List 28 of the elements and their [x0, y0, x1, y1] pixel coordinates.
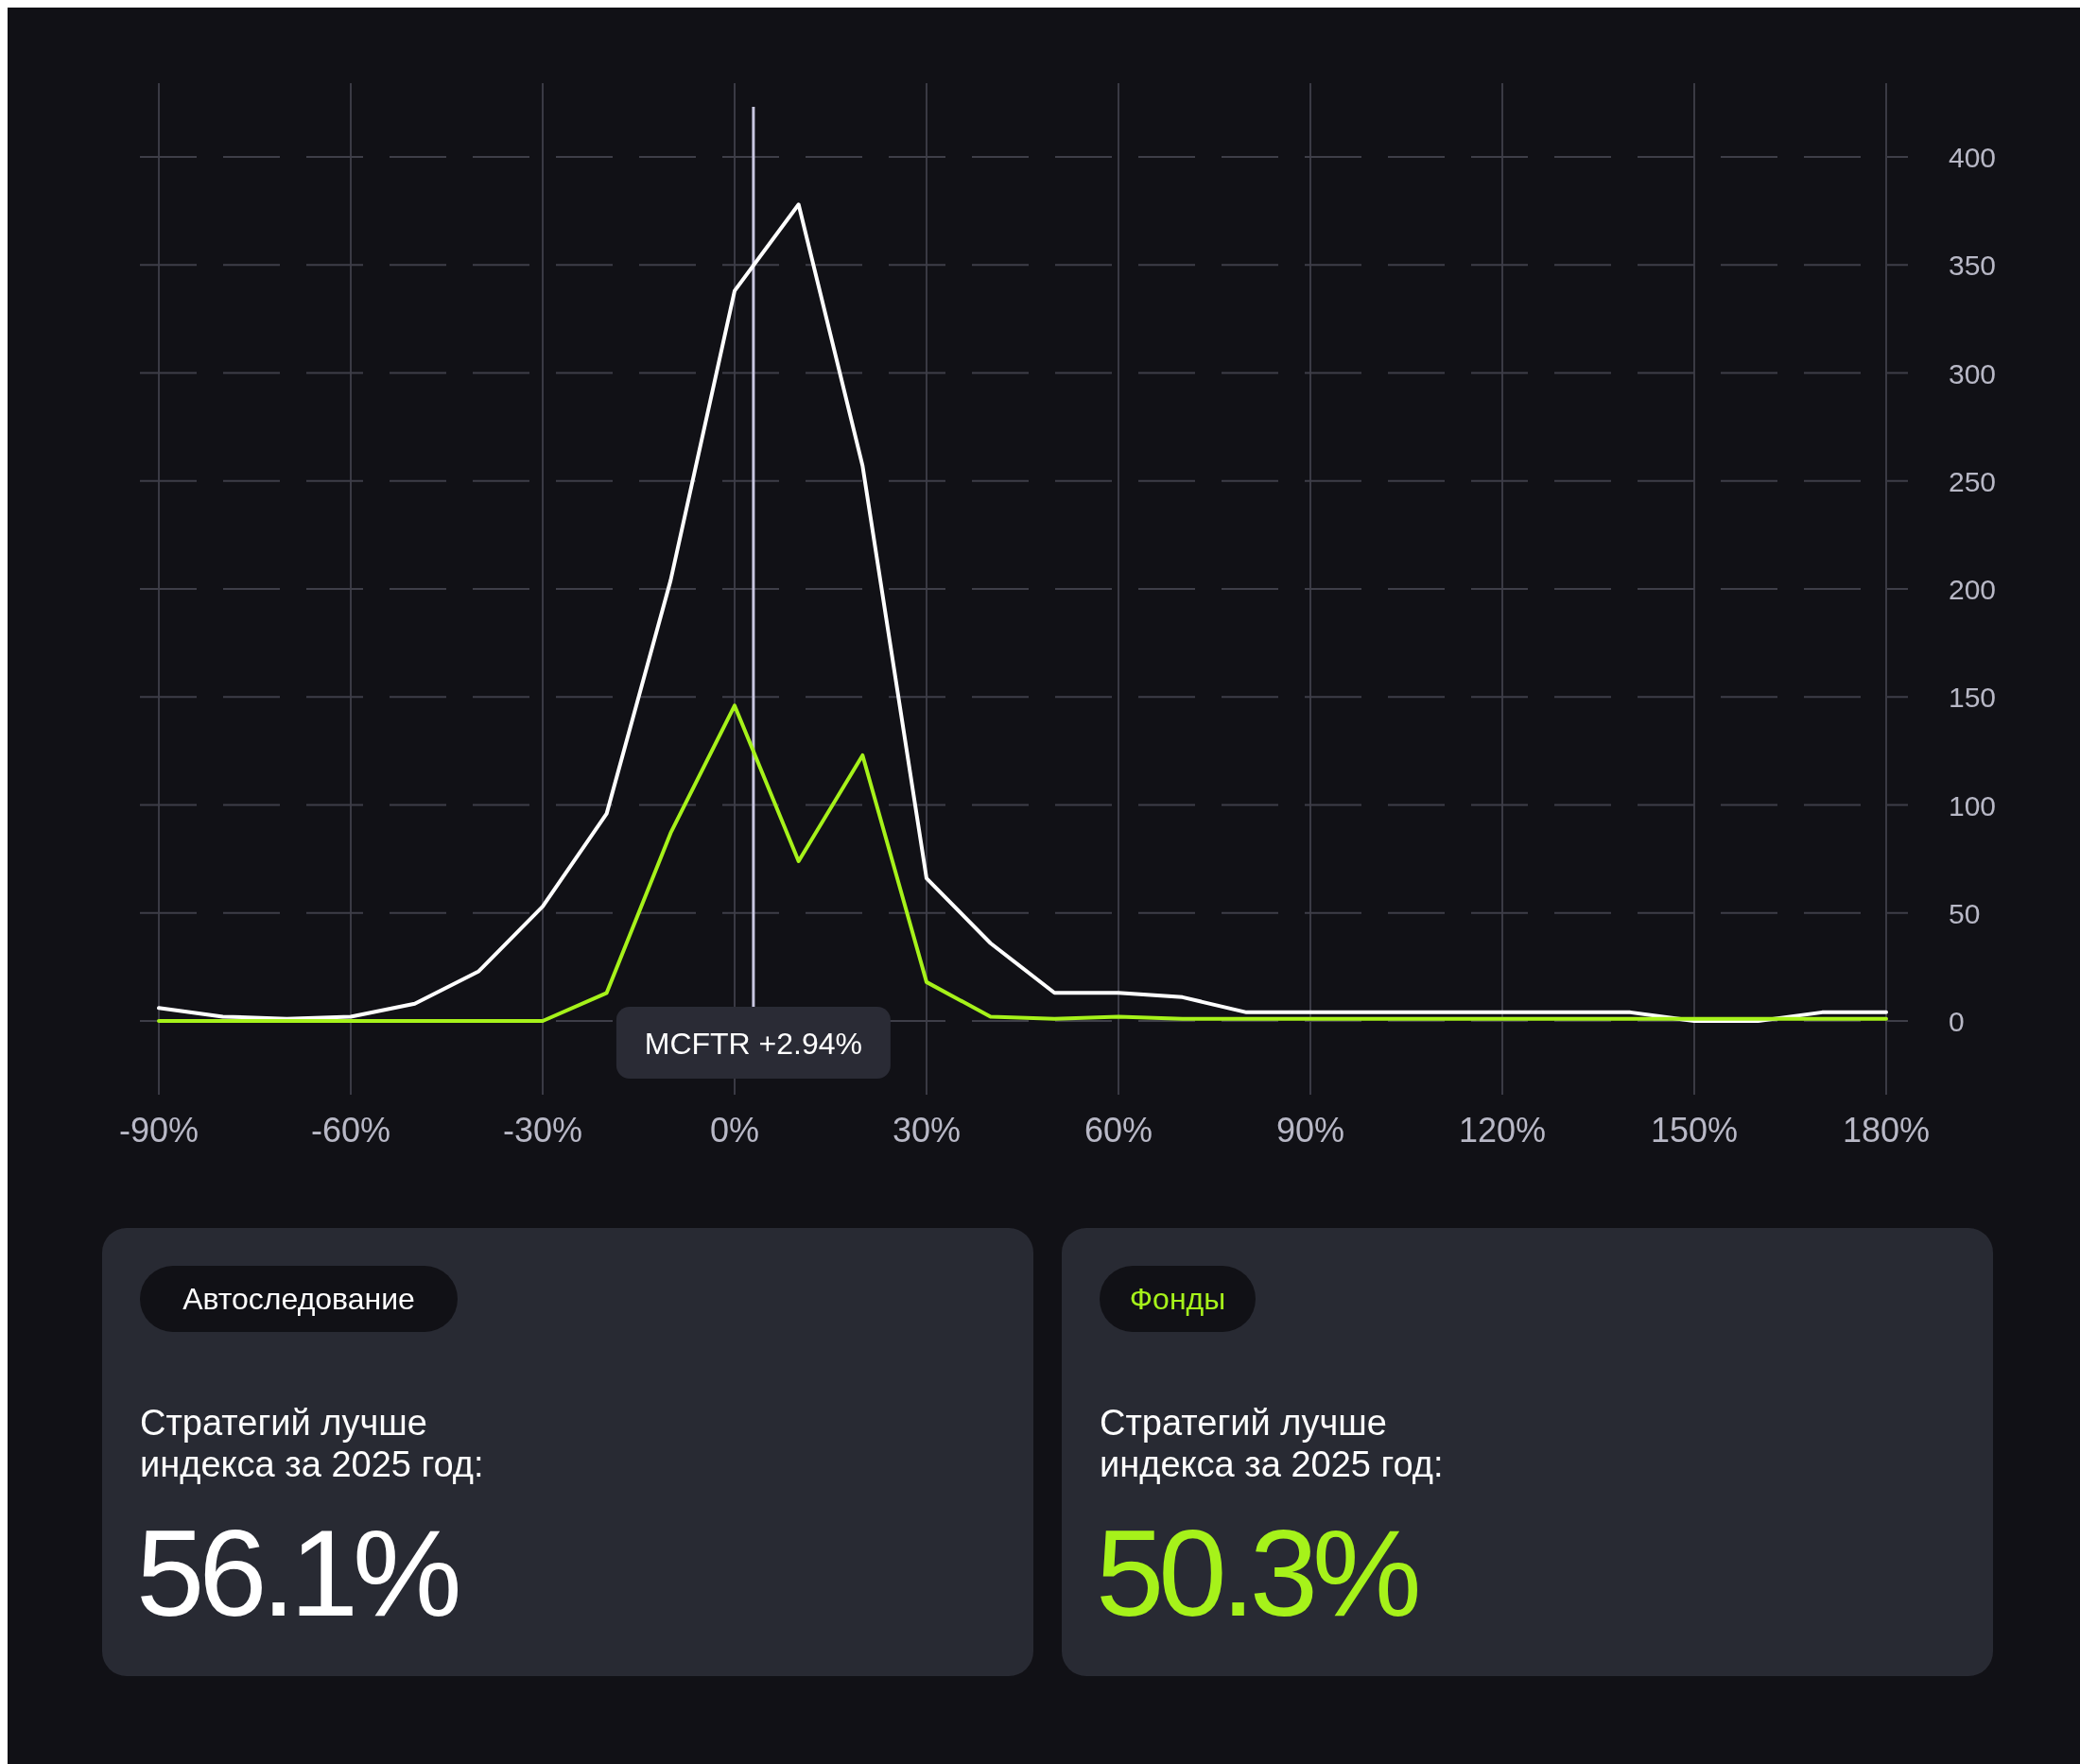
y-tick-label: 0 — [1949, 1006, 1965, 1037]
ref-line-label: MCFTR +2.94% — [644, 1027, 863, 1061]
x-tick-label: 90% — [1275, 1111, 1345, 1150]
x-tick-label: 60% — [1083, 1111, 1153, 1150]
text: 56.1% — [136, 1504, 459, 1642]
x-tick-label: -30% — [502, 1111, 583, 1150]
text: Автоследование — [182, 1282, 415, 1316]
x-tick-label: 150% — [1650, 1111, 1739, 1150]
text: Стратегий лучше индекса за 2025 год: — [1100, 1403, 1444, 1484]
x-tick-label: 0% — [709, 1111, 760, 1150]
y-tick-label: 50 — [1949, 897, 1981, 929]
text: 50.3% — [1096, 1504, 1418, 1642]
x-tick-label: -60% — [310, 1111, 391, 1150]
text: Фонды — [1129, 1282, 1226, 1316]
y-tick-label: 350 — [1949, 250, 1997, 282]
x-tick-label: -90% — [118, 1111, 199, 1150]
y-tick-label: 250 — [1949, 465, 1997, 497]
line-series — [157, 703, 1888, 1023]
y-tick-label: 400 — [1949, 142, 1997, 173]
line-series — [157, 202, 1888, 1023]
y-tick-label: 200 — [1949, 574, 1997, 605]
text: Стратегий лучше индекса за 2025 год: — [140, 1403, 484, 1484]
y-tick-label: 150 — [1949, 682, 1997, 714]
y-tick-label: 300 — [1949, 357, 1997, 389]
x-tick-label: 120% — [1458, 1111, 1547, 1150]
x-tick-label: 30% — [892, 1111, 962, 1150]
x-tick-label: 180% — [1842, 1111, 1931, 1150]
y-tick-label: 100 — [1949, 789, 1997, 821]
